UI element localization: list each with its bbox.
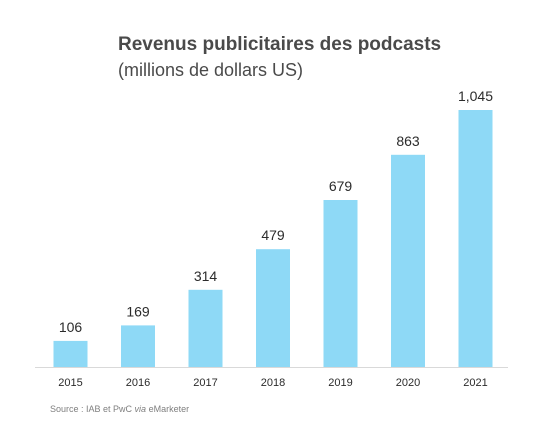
bar-2020 bbox=[391, 154, 425, 367]
source-prefix: Source : IAB et PwC bbox=[50, 404, 135, 414]
bar-2018 bbox=[256, 249, 290, 367]
x-tick-2015: 2015 bbox=[58, 377, 82, 389]
bar-2019 bbox=[323, 200, 358, 367]
source-suffix: eMarketer bbox=[146, 404, 190, 414]
bar-2016 bbox=[121, 325, 155, 367]
value-label-2021: 1,045 bbox=[458, 88, 493, 104]
value-label-2018: 479 bbox=[261, 227, 285, 243]
bar-2015 bbox=[53, 340, 88, 367]
bar-2021 bbox=[458, 110, 493, 367]
x-tick-2019: 2019 bbox=[328, 377, 352, 389]
value-label-2019: 679 bbox=[329, 178, 353, 194]
chart-title: Revenus publicitaires des podcasts bbox=[118, 34, 442, 55]
x-tick-2016: 2016 bbox=[126, 377, 150, 389]
x-tick-2017: 2017 bbox=[193, 377, 217, 389]
value-label-2015: 106 bbox=[59, 319, 83, 335]
x-tick-2020: 2020 bbox=[396, 377, 420, 389]
bar-2017 bbox=[188, 289, 223, 367]
chart-subtitle: (millions de dollars US) bbox=[118, 60, 304, 80]
x-tick-2018: 2018 bbox=[261, 377, 285, 389]
source-via: via bbox=[134, 404, 147, 414]
value-labels-group: 106 169 314 479 679 863 1,045 bbox=[59, 88, 493, 335]
value-label-2016: 169 bbox=[126, 303, 150, 319]
value-label-2017: 314 bbox=[194, 268, 218, 284]
bars-group bbox=[53, 110, 493, 367]
x-tick-labels-group: 2015 2016 2017 2018 2019 2020 2021 bbox=[58, 377, 487, 389]
x-tick-2021: 2021 bbox=[463, 377, 487, 389]
value-label-2020: 863 bbox=[396, 133, 420, 149]
source-note: Source : IAB et PwC via eMarketer bbox=[50, 404, 189, 414]
